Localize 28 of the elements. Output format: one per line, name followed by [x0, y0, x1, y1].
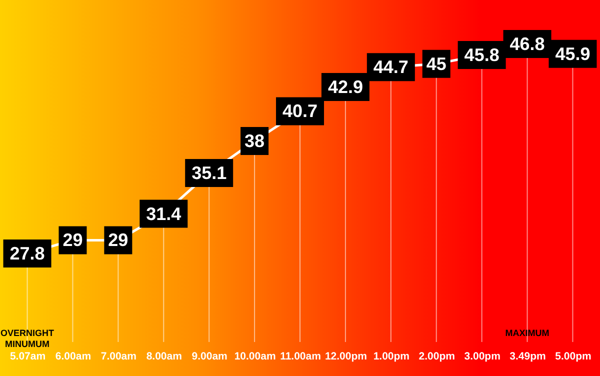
x-tick-label: 6.00am	[55, 350, 92, 362]
x-tick-label: 11.00am	[280, 350, 321, 362]
text: MAXIMUM	[505, 328, 550, 338]
x-tick-label: 5.00pm	[555, 350, 592, 362]
data-label: 29	[108, 230, 128, 250]
data-label: 29	[62, 230, 83, 250]
data-label: 35.1	[192, 162, 227, 183]
data-label: 46.8	[510, 34, 545, 54]
data-label: 45	[426, 54, 446, 74]
x-tick-label: 9.00am	[192, 350, 228, 362]
data-label: 44.7	[373, 57, 408, 78]
data-label: 31.4	[146, 204, 182, 224]
data-label: 45.9	[555, 44, 590, 64]
x-tick-label: 7.00am	[100, 350, 136, 362]
x-tick-label: 2.00pm	[418, 350, 455, 362]
data-label: 27.8	[10, 243, 45, 264]
x-tick-label: 1.00pm	[373, 350, 410, 362]
x-tick-label: 3.00pm	[464, 350, 500, 362]
data-label: 40.7	[282, 101, 318, 122]
text: OVERNIGHT MINUMUM	[0, 328, 55, 349]
data-label: 42.9	[328, 76, 363, 97]
x-tick-label: 5.07am	[10, 350, 46, 362]
x-tick-label: 10.00am	[234, 350, 276, 362]
x-tick-label: 12.00pm	[324, 350, 367, 362]
data-label: 38	[244, 131, 265, 151]
data-label: 45.8	[464, 45, 500, 66]
x-tick-label: 8.00am	[146, 350, 182, 362]
x-tick-label: 3.49pm	[510, 350, 546, 362]
